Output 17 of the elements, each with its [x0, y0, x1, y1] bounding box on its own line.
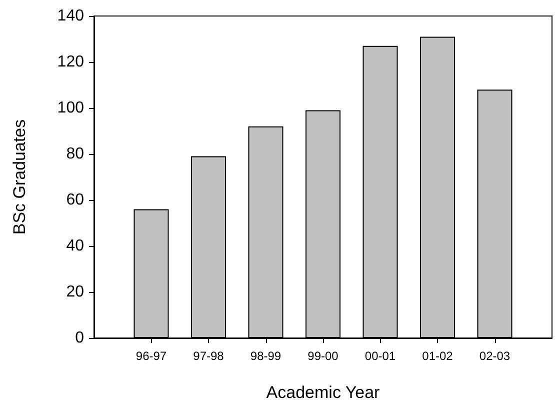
x-tick-label: 97-98 [193, 349, 224, 363]
y-tick-label: 100 [57, 100, 84, 116]
y-tick-label: 120 [57, 54, 84, 70]
x-tick-label: 01-02 [422, 349, 454, 363]
y-axis-title: BSc Graduates [10, 119, 29, 235]
y-tick-label: 60 [66, 192, 84, 208]
x-tick-label: 02-03 [479, 349, 510, 363]
x-axis-title: Academic Year [266, 383, 380, 402]
y-tick-label: 0 [75, 330, 84, 346]
x-tick-label: 96-97 [136, 349, 167, 363]
x-tick-label: 98-99 [250, 349, 282, 363]
y-tick-label: 20 [66, 284, 84, 300]
x-tick-label: 00-01 [364, 349, 396, 363]
y-tick-label: 80 [66, 146, 84, 162]
y-tick-label: 140 [57, 8, 84, 24]
x-tick-label: 99-00 [308, 349, 339, 363]
y-tick-label: 40 [66, 238, 84, 254]
